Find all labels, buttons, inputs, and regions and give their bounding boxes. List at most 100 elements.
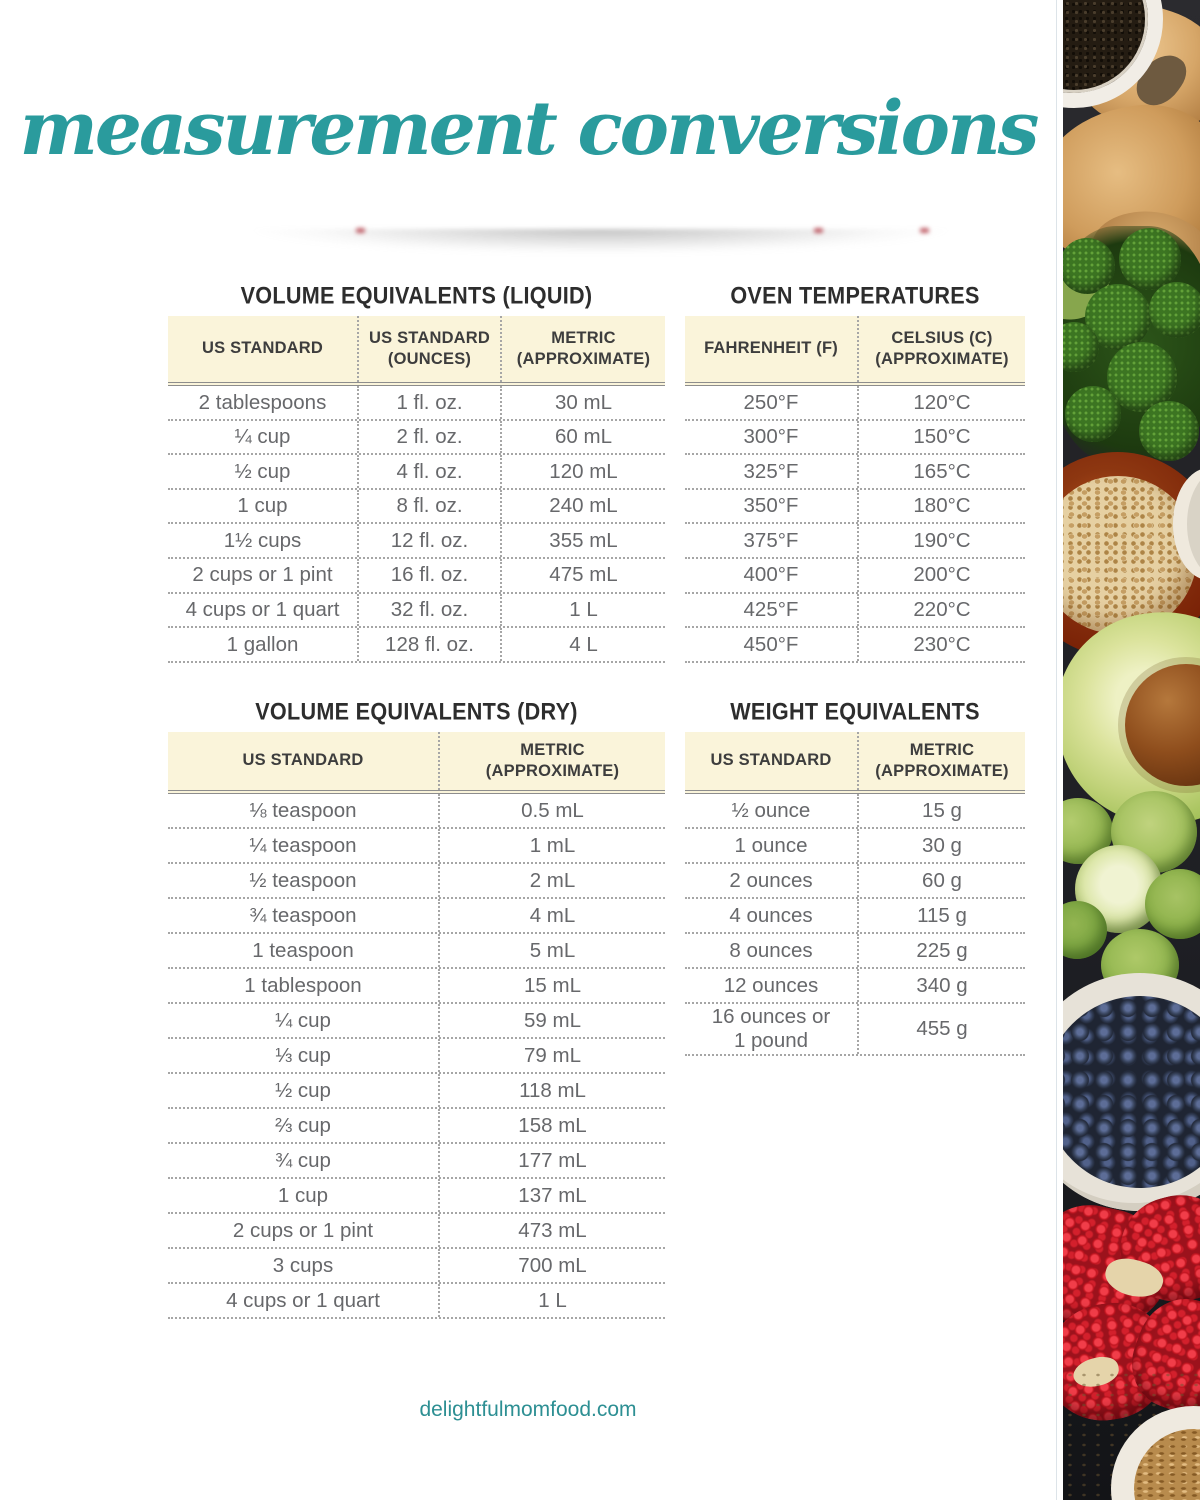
cell: 700 mL: [438, 1249, 665, 1282]
cell: 30 g: [857, 829, 1025, 862]
table-row: 325°F 165°C: [685, 455, 1025, 490]
table-row: 2 cups or 1 pint 16 fl. oz. 475 mL: [168, 558, 665, 594]
cell: 2 tablespoons: [198, 390, 327, 414]
cell: 150°C: [857, 420, 1025, 454]
column-header: METRIC (APPROXIMATE): [857, 732, 1025, 790]
table-row: 1 teaspoon 5 mL: [168, 934, 665, 969]
cell: 300°F: [743, 425, 799, 449]
column-header: FAHRENHEIT (F): [704, 339, 838, 358]
column-header: METRIC (APPROXIMATE): [500, 316, 665, 382]
broccoli: [1063, 226, 1200, 464]
table-row: ⅔ cup 158 mL: [168, 1109, 665, 1144]
cell: ¼ cup: [275, 1008, 331, 1032]
cell: 128 fl. oz.: [357, 628, 500, 661]
cell: 4 cups or 1 quart: [185, 598, 340, 622]
table-row: 2 tablespoons 1 fl. oz. 30 mL: [168, 386, 665, 421]
table-volume-liquid: VOLUME EQUIVALENTS (LIQUID) US STANDARD …: [168, 281, 665, 663]
cell: 120°C: [857, 386, 1025, 419]
cell: 400°F: [743, 563, 799, 587]
website-url: delightfulmomfood.com: [419, 1398, 637, 1421]
cell: 2 fl. oz.: [357, 420, 500, 454]
cell: 115 g: [857, 899, 1025, 932]
column-header: US STANDARD (OUNCES): [357, 316, 500, 382]
cell: 1 L: [500, 593, 665, 627]
cell: ½ cup: [275, 1078, 331, 1102]
broccoli-floret: [1119, 228, 1181, 290]
table-row: ⅛ teaspoon 0.5 mL: [168, 794, 665, 829]
table-row: ⅓ cup 79 mL: [168, 1039, 665, 1074]
table-row: 375°F 190°C: [685, 524, 1025, 559]
cell: 8 fl. oz.: [357, 489, 500, 523]
cell: 375°F: [743, 528, 799, 552]
cell: 225 g: [857, 934, 1025, 967]
table-row: 425°F 220°C: [685, 593, 1025, 629]
broccoli-floret: [1085, 284, 1151, 350]
table-row: 1 tablespoon 15 mL: [168, 969, 665, 1004]
cell: 355 mL: [500, 524, 665, 557]
cell: 1 cup: [237, 494, 288, 518]
cell: 5 mL: [438, 934, 665, 967]
cell: 60 mL: [500, 420, 665, 454]
table-row: 300°F 150°C: [685, 420, 1025, 456]
cell: 4 L: [500, 628, 665, 661]
cell: 250°F: [743, 390, 799, 414]
cell: ½ cup: [234, 459, 291, 483]
cell: 473 mL: [438, 1214, 665, 1247]
cell: 1 teaspoon: [252, 938, 354, 962]
blueberries: [1063, 996, 1200, 1188]
cell: 475 mL: [500, 558, 665, 592]
cell: 79 mL: [438, 1039, 665, 1072]
broccoli-floret: [1065, 386, 1121, 442]
column-header: METRIC (APPROXIMATE): [438, 732, 665, 790]
table-row: 4 cups or 1 quart 1 L: [168, 1284, 665, 1319]
broccoli-floret: [1149, 282, 1200, 338]
cell: 2 mL: [438, 864, 665, 897]
column-header: US STANDARD: [242, 751, 364, 770]
cell: 190°C: [857, 524, 1025, 557]
table-row: 3 cups 700 mL: [168, 1249, 665, 1284]
cell: 350°F: [743, 494, 799, 518]
cell: 4 ounces: [729, 903, 813, 927]
table-row: 400°F 200°C: [685, 558, 1025, 594]
cell: 1 cup: [277, 1183, 329, 1207]
cell: 1 tablespoon: [244, 973, 362, 997]
column-header: US STANDARD: [710, 751, 832, 770]
cell: ⅛ teaspoon: [249, 798, 357, 822]
cell: ⅔ cup: [275, 1113, 331, 1137]
chia-seed-bowl: [1063, 0, 1163, 108]
cell: ½ ounce: [731, 798, 811, 822]
cell: 30 mL: [500, 386, 665, 419]
cell: 12 ounces: [723, 973, 819, 997]
table-row: 1 ounce 30 g: [685, 829, 1025, 864]
title-drop-shadow: [208, 228, 994, 259]
cell: 1 mL: [438, 829, 665, 862]
cell: 450°F: [743, 632, 799, 656]
table-row: ¼ cup 59 mL: [168, 1004, 665, 1039]
brussels-sprout: [1145, 869, 1200, 939]
cell: 120 mL: [500, 455, 665, 488]
table-row: ¼ cup 2 fl. oz. 60 mL: [168, 420, 665, 456]
cell: ¾ teaspoon: [249, 903, 357, 927]
table-header-row: FAHRENHEIT (F) CELSIUS (C) (APPROXIMATE): [685, 316, 1025, 386]
cell: 15 g: [857, 794, 1025, 827]
column-header: CELSIUS (C) (APPROXIMATE): [857, 316, 1025, 382]
cell: ⅓ cup: [275, 1043, 331, 1067]
cell: 4 cups or 1 quart: [226, 1288, 380, 1312]
red-mark: [814, 228, 823, 233]
cell: 158 mL: [438, 1109, 665, 1142]
table-title: VOLUME EQUIVALENTS (LIQUID): [240, 281, 593, 309]
cell: 220°C: [857, 593, 1025, 627]
cell: 1 L: [438, 1284, 665, 1317]
cell: 0.5 mL: [438, 794, 665, 827]
table-row: ½ teaspoon 2 mL: [168, 864, 665, 899]
broccoli-floret: [1139, 401, 1199, 461]
cell: 1 gallon: [226, 632, 299, 656]
table-row: 450°F 230°C: [685, 628, 1025, 663]
table-row: 12 ounces 340 g: [685, 969, 1025, 1004]
table-row: ¾ teaspoon 4 mL: [168, 899, 665, 934]
table-row: ¾ cup 177 mL: [168, 1144, 665, 1179]
cell: 1 ounce: [734, 833, 808, 857]
cell: 4 fl. oz.: [357, 455, 500, 488]
cell: 1½ cups: [223, 528, 302, 552]
table-header-row: US STANDARD METRIC (APPROXIMATE): [168, 732, 665, 794]
